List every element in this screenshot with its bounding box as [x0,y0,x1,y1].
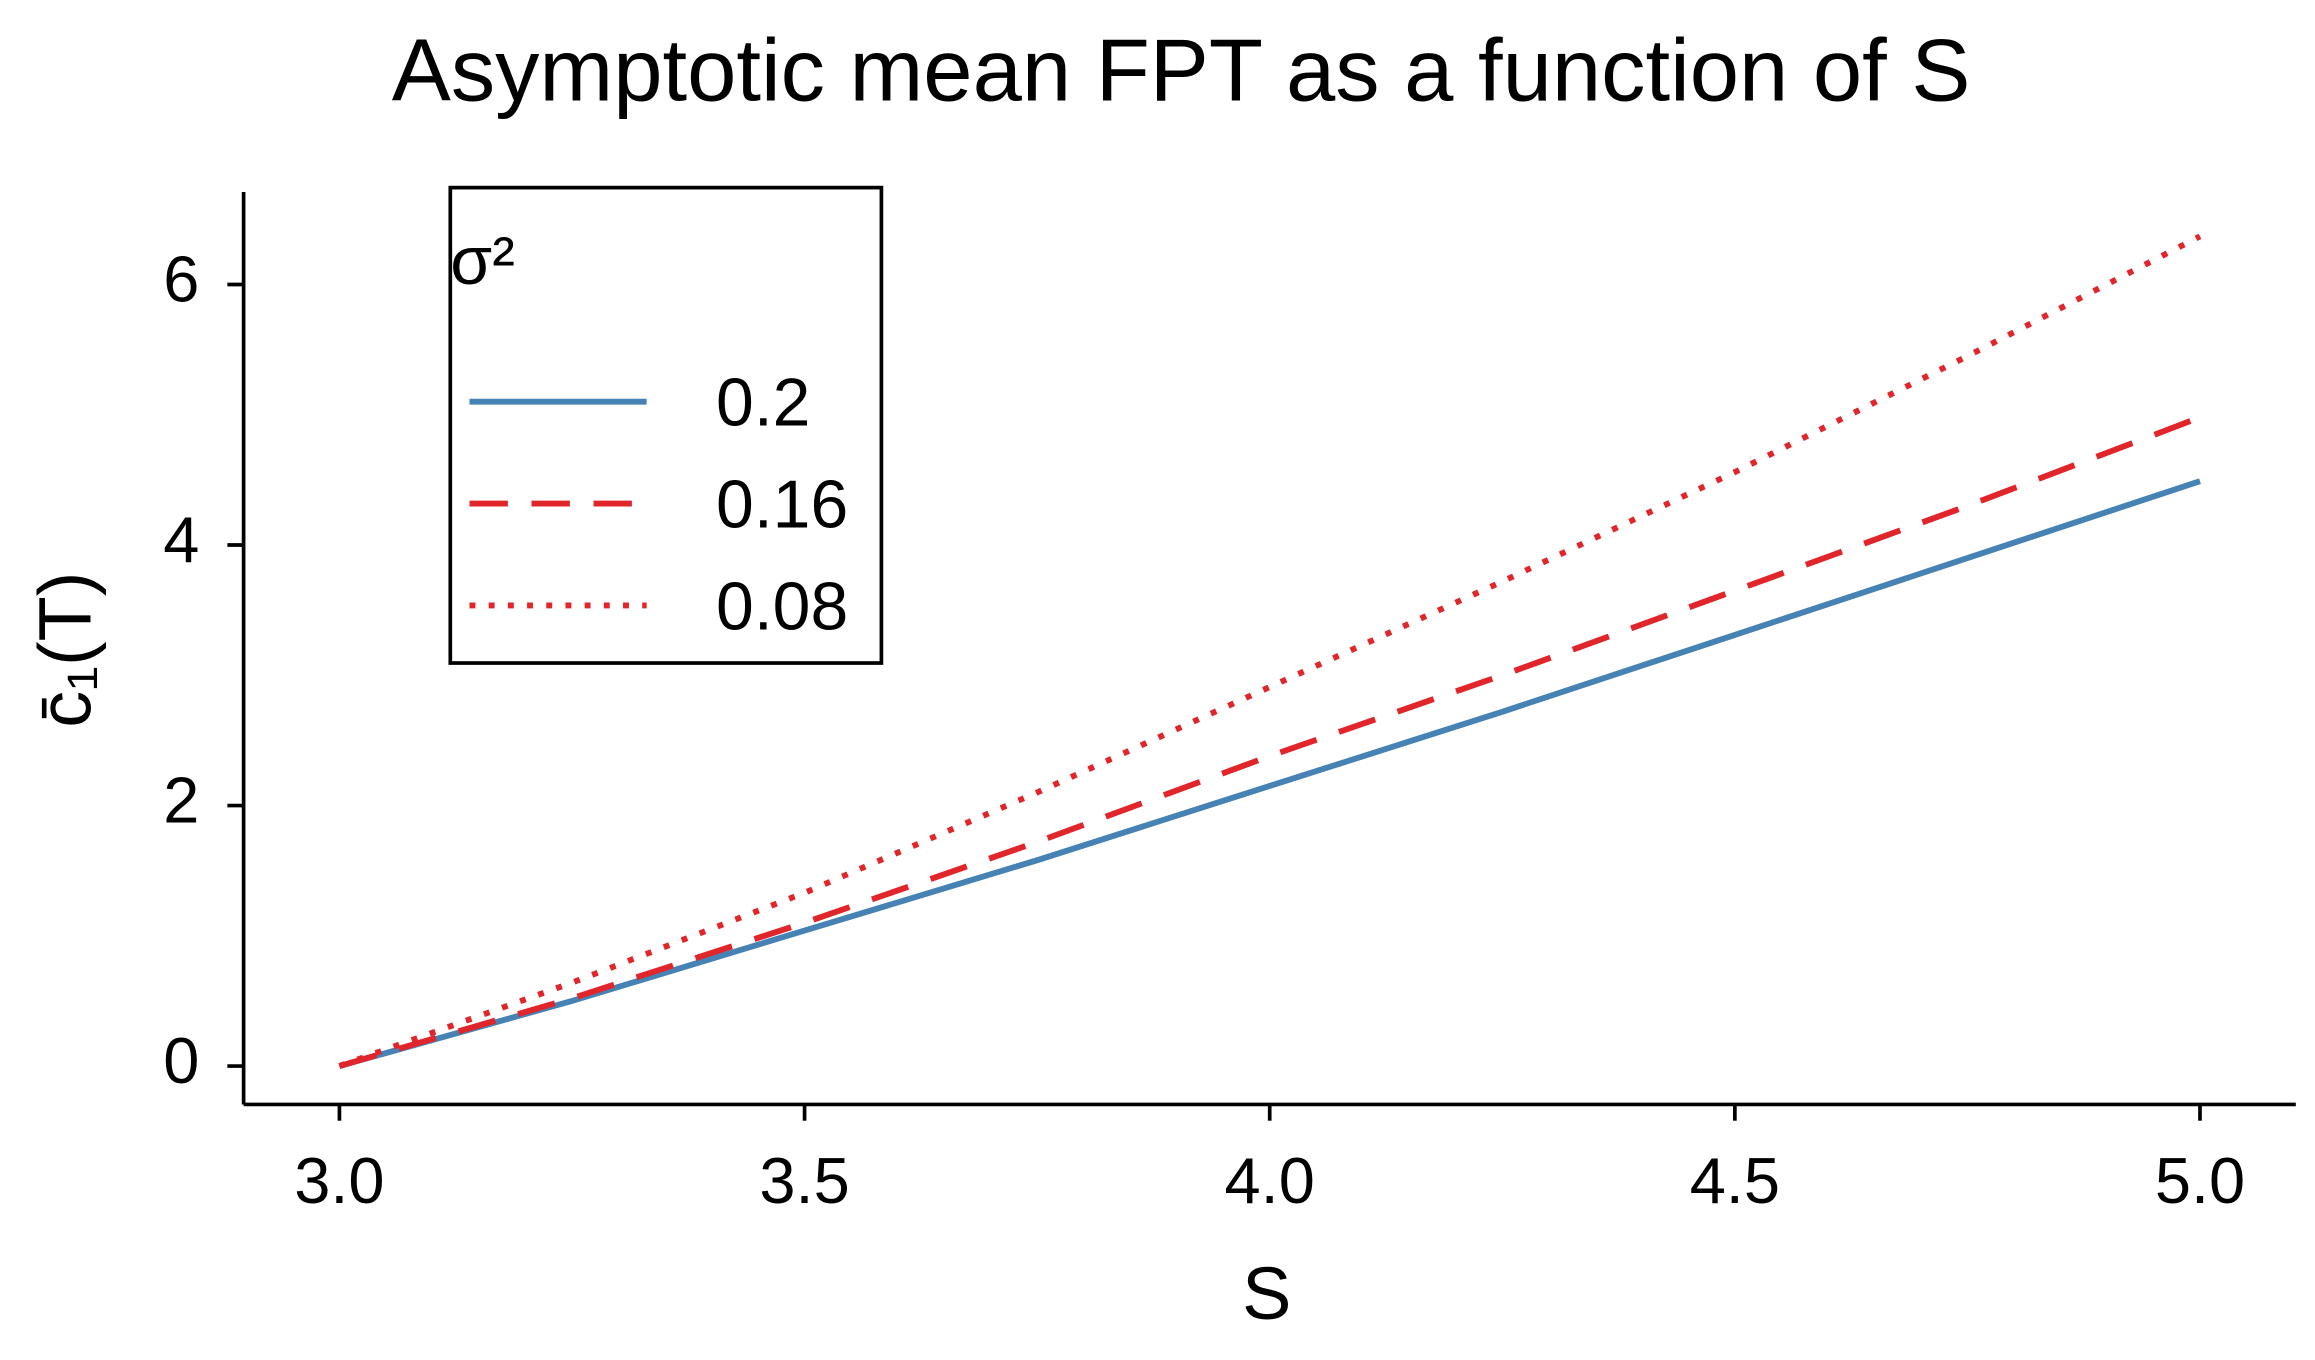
chart-title: Asymptotic mean FPT as a function of S [392,20,1971,119]
y-tick-label: 4 [163,503,199,576]
y-tick-label: 2 [163,764,199,837]
x-axis-label: S [1242,1252,1291,1335]
x-tick-label: 4.0 [1225,1144,1315,1217]
y-tick-label: 6 [163,243,199,316]
legend-label: 0.16 [716,467,848,542]
y-tick-label: 0 [163,1024,199,1097]
x-tick-label: 3.0 [294,1144,384,1217]
y-axis-label: c̄₁(T) [23,572,106,728]
legend-label: 0.2 [716,366,810,441]
x-tick-label: 5.0 [2155,1144,2245,1217]
series-line [338,478,2201,1069]
series-line [338,414,2202,1069]
legend-box [448,185,884,665]
legend-title: σ² [450,224,515,299]
legend-label: 0.08 [716,569,848,644]
series-line [338,233,2202,1069]
x-tick-label: 4.5 [1690,1144,1780,1217]
x-tick-label: 3.5 [759,1144,849,1217]
